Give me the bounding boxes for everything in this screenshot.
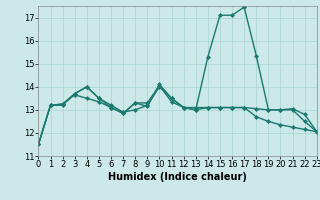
X-axis label: Humidex (Indice chaleur): Humidex (Indice chaleur) bbox=[108, 172, 247, 182]
